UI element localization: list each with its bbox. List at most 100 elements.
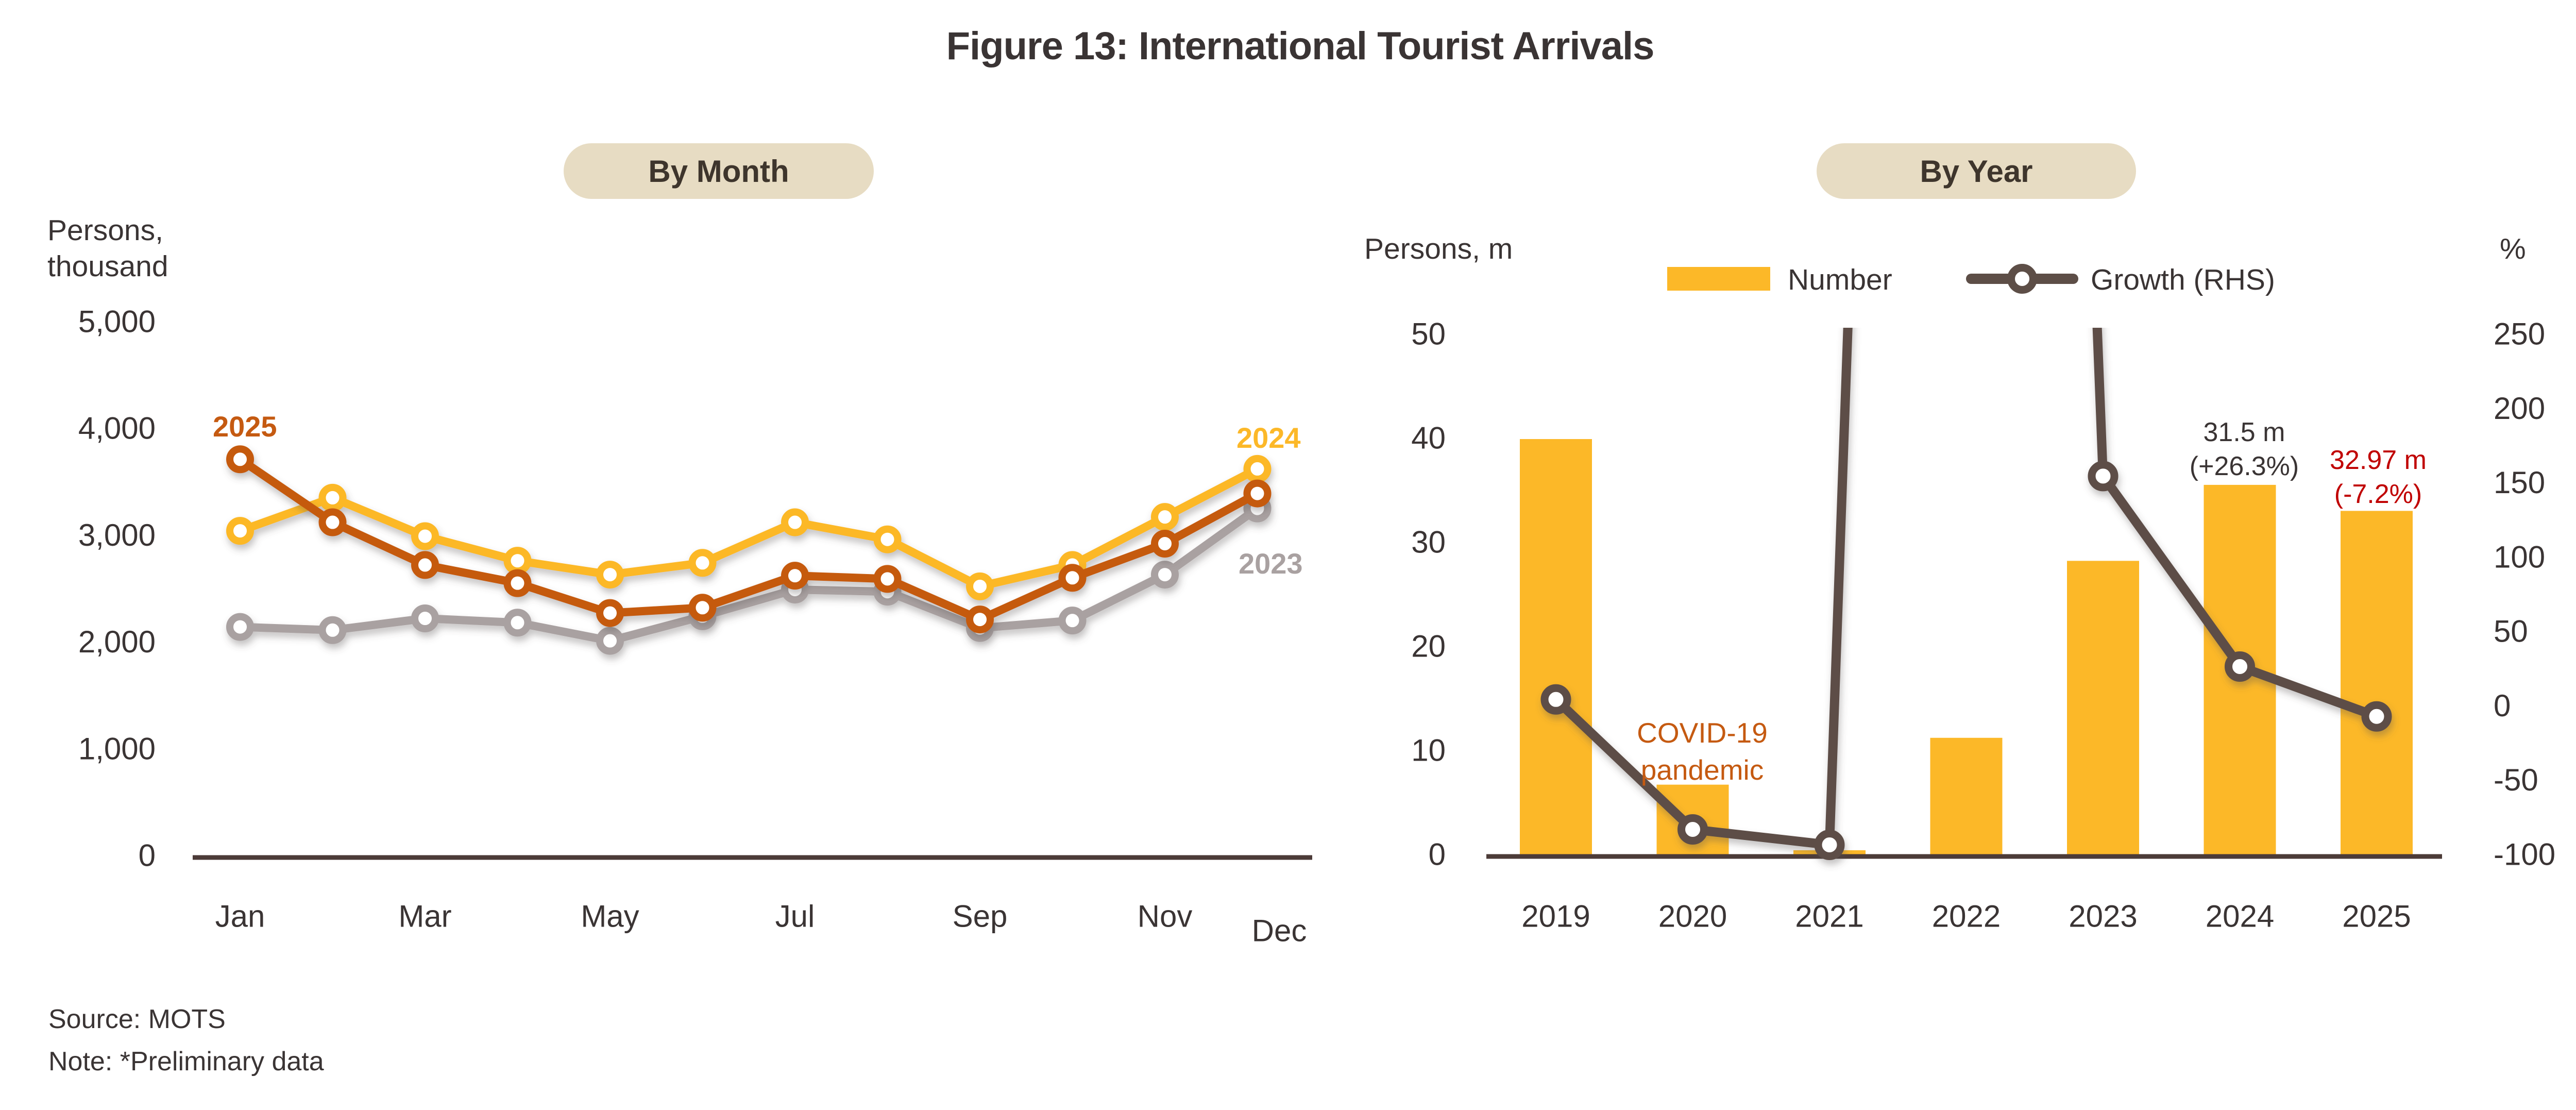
series-2024-line (236, 464, 1262, 591)
series-2025-line (236, 455, 1262, 624)
growth-series (1540, 328, 2392, 861)
monthly-chart: 0 1,000 2,000 3,000 4,000 5,000 Jan Mar May Jul Se… (78, 305, 1312, 948)
marker-2023-May (596, 627, 624, 655)
bar-2023 (2067, 561, 2139, 854)
month-x-tick-label: Sep (953, 899, 1008, 934)
series-2025 (226, 445, 1272, 634)
marker-2024-Dec (1243, 455, 1272, 483)
year-right-tick-label: 0 (2494, 688, 2511, 723)
covid-annotation: COVID-19 pandemic (1637, 714, 1768, 788)
year-right-tick-label: -50 (2494, 763, 2538, 797)
year-right-tick-label: 200 (2494, 391, 2545, 426)
month-axis-unit-line1: Persons, (47, 214, 163, 247)
legend-number-swatch (1667, 267, 1770, 291)
growth-marker-2020 (1677, 814, 1708, 845)
growth-marker-2023 (2088, 461, 2119, 492)
year-x-tick-label: 2019 (1521, 899, 1590, 934)
annotation-2024-growth: (+26.3%) (2189, 451, 2299, 481)
month-x-tick-label: Jan (215, 899, 265, 934)
month-y-tick-label: 1,000 (78, 731, 156, 766)
series-label-2023: 2023 (1239, 547, 1303, 580)
by-year-badge: By Year (1817, 143, 2136, 199)
marker-2025-Nov (1151, 529, 1179, 558)
marker-2024-Feb (318, 483, 347, 512)
month-x-tick-label: Jul (775, 899, 815, 934)
marker-2024-Aug (873, 525, 902, 553)
growth-marker-2025 (2361, 701, 2392, 732)
marker-2024-Sep (966, 572, 994, 600)
marker-2024-Jul (781, 508, 809, 536)
marker-2025-Oct (1058, 564, 1087, 592)
year-left-tick-label: 0 (1429, 837, 1446, 872)
month-y-tick-label: 3,000 (78, 518, 156, 552)
annotation-2025: 32.97 m (-7.2%) (2330, 443, 2427, 511)
year-right-tick-label: 50 (2494, 614, 2528, 649)
marker-2024-Mar (411, 522, 439, 550)
marker-2025-May (596, 599, 624, 627)
annotation-2024: 31.5 m (+26.3%) (2190, 415, 2299, 483)
marker-2024-Jun (688, 549, 717, 577)
year-x-tick-label: 2025 (2342, 899, 2411, 934)
series-label-2024: 2024 (1236, 422, 1301, 454)
year-left-tick-label: 30 (1411, 525, 1446, 560)
marker-2025-Mar (411, 551, 439, 579)
marker-2025-Apr (503, 569, 532, 597)
year-x-tick-label: 2023 (2069, 899, 2137, 934)
growth-marker-2021 (1814, 830, 1845, 861)
yearly-chart: 0 10 20 30 40 50 -100 -50 0 50 100 150 200 250 2019 202… (1411, 317, 2555, 934)
year-left-tick-label: 40 (1411, 421, 1446, 456)
growth-marker-2024 (2225, 651, 2255, 682)
legend-number-label: Number (1788, 263, 1892, 296)
marker-2024-Apr (503, 547, 532, 575)
year-left-axis-unit-label: Persons, m (1364, 232, 1513, 265)
bar-2025 (2341, 511, 2413, 854)
month-x-tick-label: Nov (1138, 899, 1193, 934)
month-axis-unit-label: Persons, thousand (47, 212, 168, 284)
series-2024 (226, 455, 1272, 600)
by-month-badge: By Month (564, 143, 874, 199)
year-left-tick-label: 50 (1411, 317, 1446, 351)
marker-2023-Nov (1151, 561, 1179, 589)
month-x-tick-label: May (581, 899, 639, 934)
year-right-tick-label: 100 (2494, 540, 2545, 574)
marker-2025-Jan (226, 445, 254, 474)
marker-2025-Jun (688, 594, 717, 622)
growth-marker-2019 (1540, 684, 1571, 715)
annotation-2024-value: 31.5 m (2203, 417, 2285, 447)
year-right-tick-label: -100 (2494, 837, 2555, 872)
marker-2024-May (596, 561, 624, 589)
year-right-axis-unit-label: % (2500, 232, 2526, 265)
marker-2023-Apr (503, 609, 532, 637)
source-note: Source: MOTS (48, 1004, 226, 1034)
year-left-tick-label: 20 (1411, 629, 1446, 664)
year-right-tick-label: 250 (2494, 317, 2545, 351)
year-x-tick-label: 2024 (2206, 899, 2274, 934)
month-axis-unit-line2: thousand (47, 250, 168, 283)
marker-2025-Jul (781, 562, 809, 590)
year-x-tick-label: 2021 (1795, 899, 1863, 934)
annotation-2025-value: 32.97 m (2330, 445, 2427, 475)
marker-2023-Oct (1058, 607, 1087, 635)
year-left-tick-label: 10 (1411, 733, 1446, 768)
covid-annotation-line2: pandemic (1640, 754, 1764, 786)
bar-2022 (1930, 737, 2003, 854)
year-x-tick-label: 2022 (1932, 899, 2001, 934)
marker-2023-Mar (411, 604, 439, 633)
month-x-tick-label: Mar (398, 899, 451, 934)
annotation-2025-growth: (-7.2%) (2334, 479, 2422, 509)
marker-2025-Feb (318, 508, 347, 536)
month-y-tick-label: 5,000 (78, 305, 156, 339)
series-2023-line (236, 504, 1262, 645)
legend-growth-label: Growth (RHS) (2091, 263, 2275, 296)
marker-2025-Aug (873, 565, 902, 593)
month-y-tick-label: 0 (139, 838, 156, 873)
covid-annotation-line1: COVID-19 (1637, 717, 1768, 749)
month-x-tick-label-dec: Dec (1252, 914, 1307, 948)
series-label-2025: 2025 (213, 410, 277, 443)
year-x-tick-label: 2020 (1658, 899, 1727, 934)
marker-2025-Sep (966, 606, 994, 634)
marker-2025-Dec (1243, 479, 1272, 508)
month-y-tick-label: 2,000 (78, 625, 156, 659)
bar-2019 (1520, 439, 1592, 854)
